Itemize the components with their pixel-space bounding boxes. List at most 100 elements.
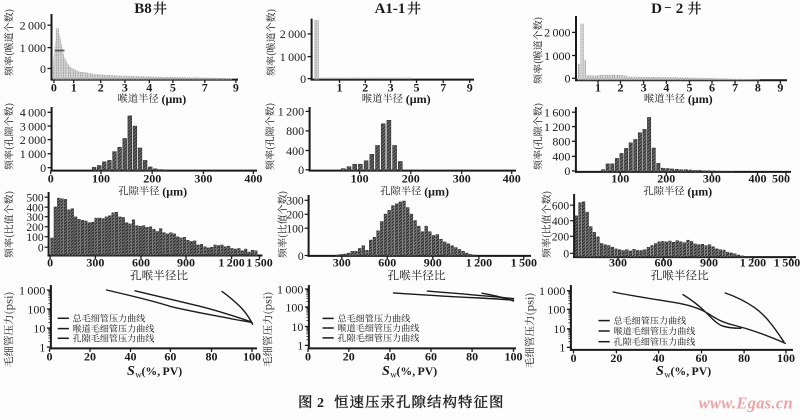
svg-text:1: 1 xyxy=(337,81,343,95)
svg-text:2 000: 2 000 xyxy=(20,19,46,33)
svg-text:300: 300 xyxy=(286,196,304,208)
svg-text:8: 8 xyxy=(755,81,761,95)
svg-text:4 000: 4 000 xyxy=(20,106,46,120)
svg-text:900: 900 xyxy=(177,256,195,270)
svg-text:300: 300 xyxy=(194,172,212,186)
svg-text:60: 60 xyxy=(425,350,437,364)
svg-text:100: 100 xyxy=(243,350,261,364)
svg-text:4: 4 xyxy=(146,81,152,95)
svg-text:1 600: 1 600 xyxy=(544,106,570,120)
svg-text:900: 900 xyxy=(424,256,442,270)
svg-text:400: 400 xyxy=(286,144,304,158)
svg-text:0: 0 xyxy=(565,72,571,86)
svg-text:80: 80 xyxy=(466,350,478,364)
svg-text:1: 1 xyxy=(595,81,601,95)
svg-text:0: 0 xyxy=(51,81,57,95)
svg-text:9: 9 xyxy=(233,81,239,95)
svg-text:1: 1 xyxy=(559,341,565,355)
svg-text:100: 100 xyxy=(611,172,629,186)
svg-text:S: S xyxy=(127,364,135,379)
svg-text:2 000: 2 000 xyxy=(20,133,46,147)
svg-text:20: 20 xyxy=(343,350,355,364)
svg-text:1 200: 1 200 xyxy=(740,256,766,270)
svg-text:400: 400 xyxy=(244,172,262,186)
svg-text:100: 100 xyxy=(286,224,304,236)
svg-text:300: 300 xyxy=(86,256,104,270)
svg-text:0: 0 xyxy=(571,351,577,365)
svg-text:A1-1: A1-1 xyxy=(375,1,406,17)
svg-text:(μm): (μm) xyxy=(406,92,431,106)
svg-text:0: 0 xyxy=(40,62,46,76)
svg-text:60: 60 xyxy=(164,350,176,364)
svg-text:200: 200 xyxy=(657,172,675,186)
svg-text:(%, PV): (%, PV) xyxy=(671,364,712,378)
svg-text:400: 400 xyxy=(552,216,570,228)
svg-text:300: 300 xyxy=(333,256,351,270)
svg-text:300: 300 xyxy=(703,172,721,186)
svg-text:S: S xyxy=(656,364,664,379)
svg-text:100: 100 xyxy=(777,351,795,365)
svg-text:40: 40 xyxy=(653,351,665,365)
svg-text:1 000: 1 000 xyxy=(539,284,565,298)
svg-text:100: 100 xyxy=(92,172,110,186)
svg-text:0: 0 xyxy=(48,172,54,186)
svg-text:3: 3 xyxy=(122,81,128,95)
svg-text:2: 2 xyxy=(618,81,624,95)
svg-text:2: 2 xyxy=(98,81,104,95)
svg-text:100: 100 xyxy=(27,302,45,316)
svg-text:9: 9 xyxy=(467,81,473,95)
svg-text:0: 0 xyxy=(47,350,53,364)
svg-text:1 000: 1 000 xyxy=(20,147,46,161)
svg-text:10: 10 xyxy=(553,322,565,336)
svg-text:200: 200 xyxy=(402,172,420,186)
svg-text:0: 0 xyxy=(300,72,306,86)
svg-text:1 500: 1 500 xyxy=(246,256,272,270)
svg-text:4: 4 xyxy=(663,81,669,95)
svg-text:40: 40 xyxy=(384,350,396,364)
svg-text:1 500: 1 500 xyxy=(511,256,537,270)
svg-text:80: 80 xyxy=(206,350,218,364)
svg-text:1 000: 1 000 xyxy=(277,282,303,296)
svg-text:10: 10 xyxy=(33,321,45,335)
svg-text:600: 600 xyxy=(378,256,396,270)
svg-text:7: 7 xyxy=(732,81,738,95)
svg-text:1 000: 1 000 xyxy=(20,41,46,55)
svg-text:2 000: 2 000 xyxy=(280,27,306,41)
svg-text:7: 7 xyxy=(202,81,208,95)
svg-text:100: 100 xyxy=(351,172,369,186)
svg-text:800: 800 xyxy=(286,124,304,138)
svg-text:−: − xyxy=(664,0,671,15)
svg-text:1 200: 1 200 xyxy=(466,256,492,270)
svg-text:1 000: 1 000 xyxy=(19,283,45,297)
svg-text:20: 20 xyxy=(84,350,96,364)
svg-text:(μm): (μm) xyxy=(424,185,449,199)
svg-text:100: 100 xyxy=(505,350,523,364)
svg-text:600: 600 xyxy=(132,256,150,270)
svg-text:0: 0 xyxy=(298,251,304,263)
svg-text:100: 100 xyxy=(547,303,565,317)
svg-text:20: 20 xyxy=(610,351,622,365)
svg-text:3 000: 3 000 xyxy=(20,119,46,133)
svg-text:1: 1 xyxy=(297,339,303,353)
svg-text:200: 200 xyxy=(143,172,161,186)
svg-text:D: D xyxy=(651,1,662,17)
svg-text:300: 300 xyxy=(609,256,627,270)
svg-text:60: 60 xyxy=(696,351,708,365)
svg-text:200: 200 xyxy=(286,210,304,222)
svg-text:500: 500 xyxy=(772,172,790,186)
svg-text:(μm): (μm) xyxy=(162,92,187,106)
svg-text:1 000: 1 000 xyxy=(544,49,570,63)
svg-text:(%, PV): (%, PV) xyxy=(397,364,438,378)
svg-text:300: 300 xyxy=(453,172,471,186)
svg-text:100: 100 xyxy=(285,300,303,314)
svg-text:www.Egas.cn: www.Egas.cn xyxy=(699,394,793,413)
svg-text:1 200: 1 200 xyxy=(278,105,304,119)
svg-text:S: S xyxy=(382,364,390,379)
svg-text:0: 0 xyxy=(564,164,570,178)
svg-text:2: 2 xyxy=(317,396,324,411)
svg-text:800: 800 xyxy=(552,135,570,149)
svg-text:1 200: 1 200 xyxy=(218,256,244,270)
svg-text:0: 0 xyxy=(305,350,311,364)
svg-text:0: 0 xyxy=(563,249,569,261)
svg-text:0: 0 xyxy=(38,243,44,255)
